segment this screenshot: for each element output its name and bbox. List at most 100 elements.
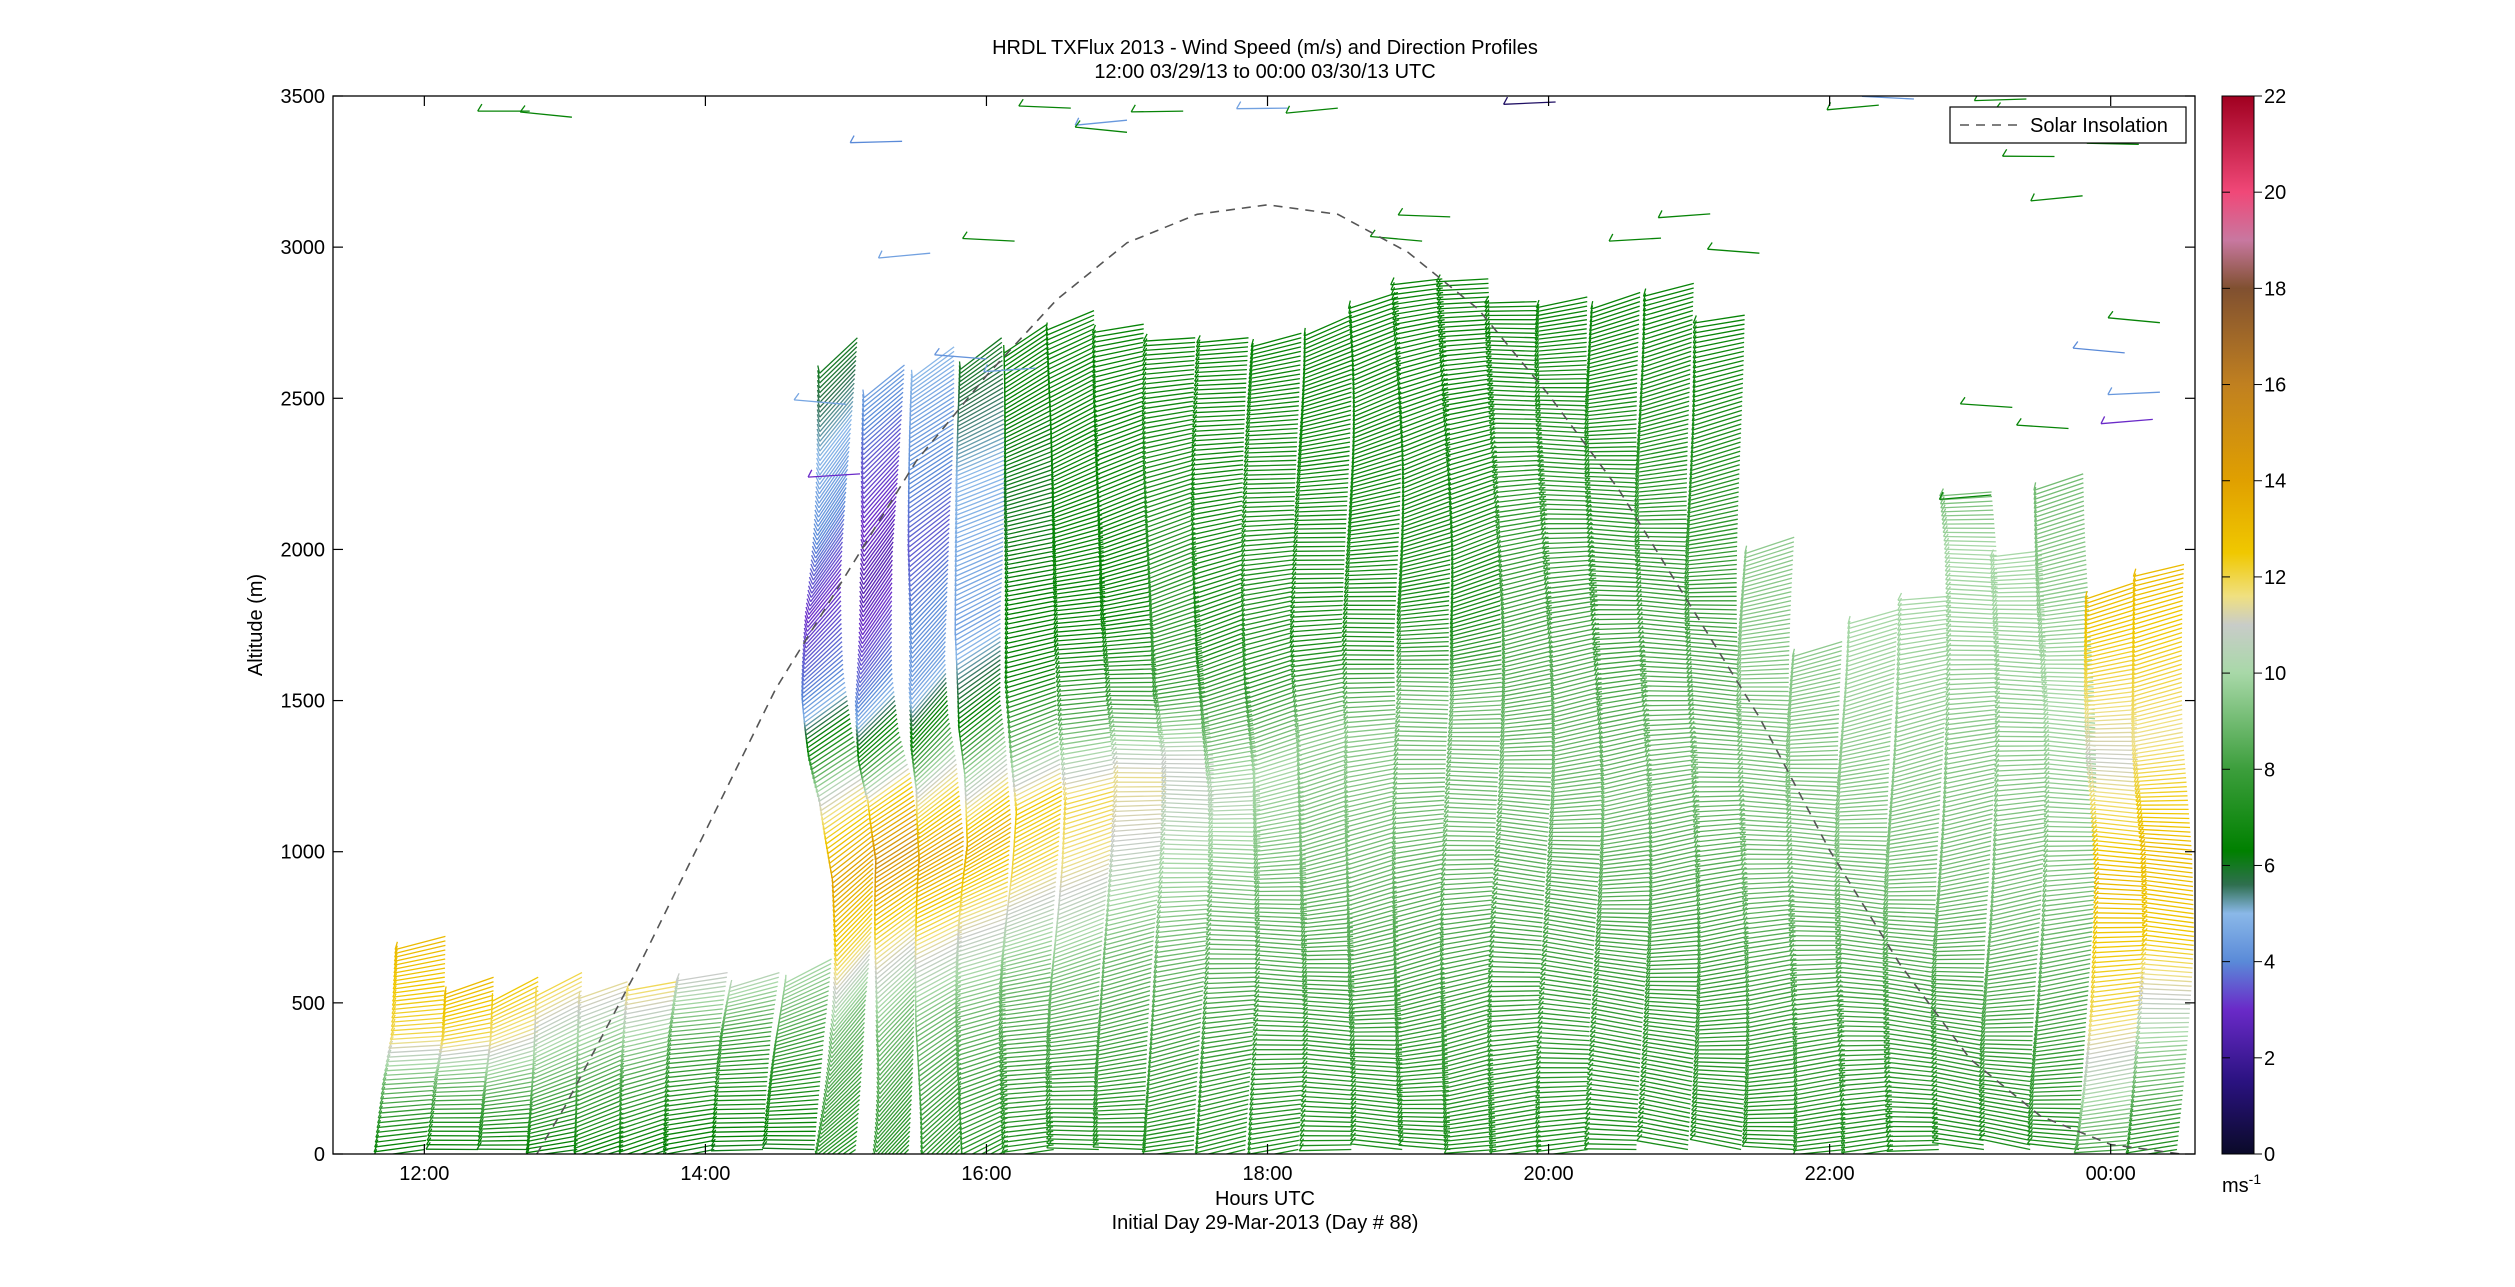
wind-barb — [962, 719, 1003, 752]
wind-barb — [378, 1113, 430, 1118]
wind-barb — [578, 982, 627, 999]
wind-barb — [723, 1013, 774, 1022]
wind-barb — [1096, 1054, 1147, 1063]
wind-barb — [1194, 383, 1246, 385]
wind-barb — [878, 1086, 912, 1126]
wind-barb — [1162, 794, 1214, 796]
wind-barb — [1013, 760, 1060, 783]
wind-barb — [1302, 976, 1354, 977]
wind-barb — [393, 977, 444, 985]
wind-barb — [1302, 1072, 1354, 1077]
wind-barb — [1290, 642, 1342, 647]
wind-barb-flag — [872, 1161, 874, 1169]
wind-barb — [967, 819, 1011, 847]
wind-barb — [1302, 392, 1352, 407]
wind-barb — [1254, 882, 1306, 884]
wind-barb — [1056, 673, 1108, 677]
wind-barb — [1343, 696, 1395, 698]
wind-barb — [1345, 587, 1397, 588]
wind-barb — [381, 1091, 433, 1095]
wind-barb — [1245, 442, 1297, 444]
wind-barb — [834, 868, 873, 902]
wind-barb — [1147, 537, 1196, 556]
wind-barb — [1344, 728, 1396, 733]
wind-barb — [1048, 342, 1095, 364]
wind-barb — [1243, 497, 1295, 499]
wind-barb — [1062, 837, 1111, 855]
wind-barb — [619, 1136, 668, 1152]
wind-barb — [999, 1036, 1051, 1041]
wind-barb — [962, 1136, 1008, 1160]
wind-barb — [916, 918, 963, 941]
wind-barb — [958, 1063, 1007, 1080]
wind-barb — [1004, 324, 1047, 353]
wind-barb — [1148, 546, 1197, 565]
wind-barb — [999, 982, 1050, 992]
wind-barb — [1241, 583, 1292, 591]
wind-barb — [763, 1144, 815, 1145]
wind-barb — [915, 941, 962, 964]
wind-barb — [1158, 887, 1210, 888]
wind-barb — [966, 750, 1007, 783]
wind-barb — [1146, 519, 1195, 537]
wind-barb-flag — [921, 1169, 923, 1177]
wind-barb — [1061, 746, 1112, 755]
wind-barb — [388, 1050, 440, 1053]
wind-barb — [1005, 601, 1056, 611]
wind-barb — [1195, 610, 1244, 628]
wind-barb — [1254, 864, 1306, 868]
wind-barb — [1000, 1095, 1052, 1099]
wind-barb — [1046, 1126, 1098, 1127]
wind-barb — [1194, 601, 1243, 618]
wind-barb — [441, 1036, 492, 1044]
wind-barb — [1114, 773, 1166, 774]
wind-barb — [392, 1013, 444, 1018]
wind-barb — [666, 1068, 718, 1073]
wind-barb — [491, 1009, 539, 1030]
wind-barb — [526, 1140, 577, 1149]
wind-barb — [764, 1127, 816, 1128]
wind-barb — [1254, 859, 1306, 863]
wind-barb — [1000, 1086, 1052, 1090]
wind-barb — [1050, 401, 1096, 425]
wind-barb — [1196, 637, 1245, 655]
wind-barb — [1255, 960, 1307, 964]
wind-barb — [1099, 528, 1148, 545]
wind-barb — [1195, 614, 1244, 632]
wind-barb — [712, 1127, 764, 1128]
wind-barb — [1291, 596, 1343, 598]
wind-barb — [1303, 1009, 1355, 1013]
wind-barb — [1005, 569, 1056, 578]
wind-barb — [1252, 755, 1302, 771]
wind-barb — [1196, 356, 1248, 360]
wind-barb — [1293, 692, 1344, 702]
wind-barb — [1196, 633, 1245, 651]
wind-barb — [1348, 977, 1400, 984]
wind-barb — [1344, 760, 1395, 768]
wind-barb — [394, 968, 445, 977]
wind-barb — [956, 945, 1006, 960]
wind-barb — [955, 583, 1002, 606]
wind-barb — [665, 1077, 717, 1083]
wind-barb — [922, 1082, 962, 1116]
wind-barb — [1057, 692, 1109, 697]
wind-barb — [1107, 709, 1159, 710]
wind-barb — [1112, 749, 1164, 750]
wind-barb-flag — [871, 1166, 873, 1174]
wind-barb — [1001, 1118, 1053, 1123]
wind-barb — [1303, 997, 1355, 1000]
wind-barb — [667, 1054, 719, 1059]
wind-barb — [999, 1045, 1051, 1049]
wind-barb — [1113, 800, 1165, 801]
wind-barb — [1101, 614, 1152, 622]
wind-barb — [1060, 741, 1111, 749]
wind-barb — [1194, 401, 1246, 403]
wind-barb — [1143, 347, 1195, 351]
wind-barb — [1241, 587, 1292, 596]
wind-barb — [1153, 986, 1204, 997]
wind-barb — [967, 809, 1010, 838]
wind-barb — [387, 1054, 439, 1057]
wind-barb — [1094, 1100, 1146, 1104]
wind-barb — [1092, 342, 1143, 352]
wind-barb — [433, 1086, 485, 1088]
